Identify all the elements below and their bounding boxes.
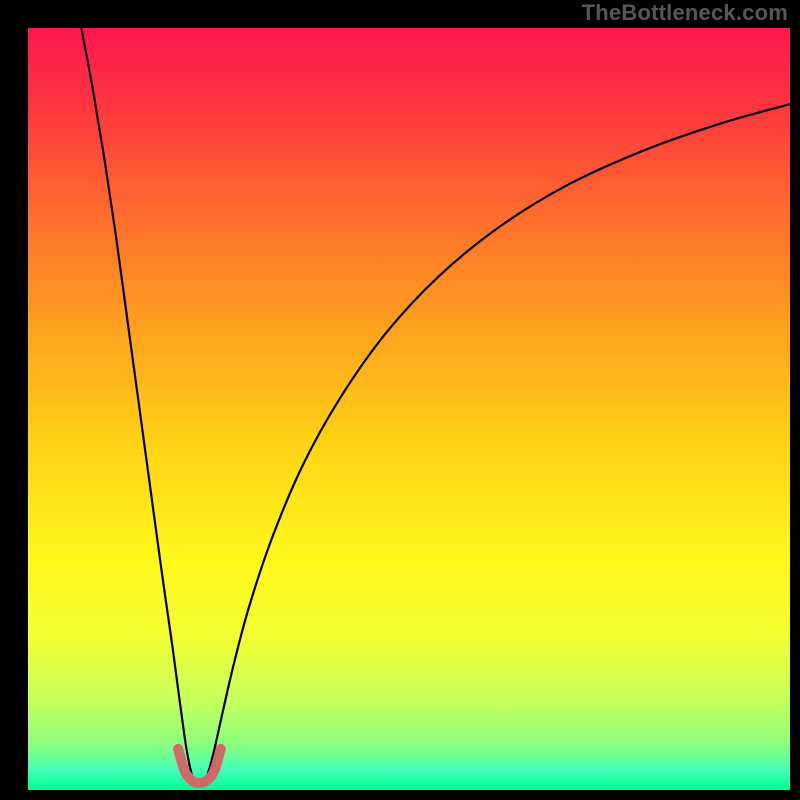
bottleneck-curve (81, 28, 790, 785)
optimal-zone-marker (178, 749, 221, 783)
watermark-text: TheBottleneck.com (582, 0, 788, 26)
plot-area (28, 28, 790, 790)
curve-layer (28, 28, 790, 790)
